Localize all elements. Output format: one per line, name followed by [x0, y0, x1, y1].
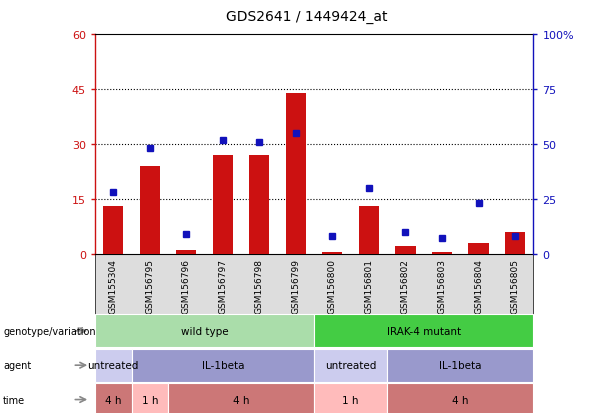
Bar: [322, 252, 343, 254]
Text: genotype/variation: genotype/variation: [3, 326, 96, 336]
Text: wild type: wild type: [181, 326, 229, 336]
Text: untreated: untreated: [88, 360, 139, 370]
Text: 1 h: 1 h: [142, 394, 158, 405]
Text: IL-1beta: IL-1beta: [439, 360, 481, 370]
Text: GDS2641 / 1449424_at: GDS2641 / 1449424_at: [226, 10, 387, 24]
Bar: [213, 156, 233, 254]
Bar: [432, 252, 452, 254]
Text: untreated: untreated: [325, 360, 376, 370]
Bar: [395, 247, 416, 254]
Bar: [359, 206, 379, 254]
Bar: [286, 93, 306, 254]
Text: agent: agent: [3, 360, 31, 370]
Text: 1 h: 1 h: [343, 394, 359, 405]
Text: time: time: [3, 394, 25, 405]
Bar: [468, 243, 489, 254]
Bar: [140, 166, 160, 254]
Text: 4 h: 4 h: [105, 394, 121, 405]
Text: 4 h: 4 h: [233, 394, 249, 405]
Bar: [103, 206, 123, 254]
Bar: [177, 250, 196, 254]
Text: IL-1beta: IL-1beta: [202, 360, 244, 370]
Bar: [249, 156, 270, 254]
Text: 4 h: 4 h: [452, 394, 468, 405]
Text: IRAK-4 mutant: IRAK-4 mutant: [387, 326, 461, 336]
Bar: [505, 232, 525, 254]
